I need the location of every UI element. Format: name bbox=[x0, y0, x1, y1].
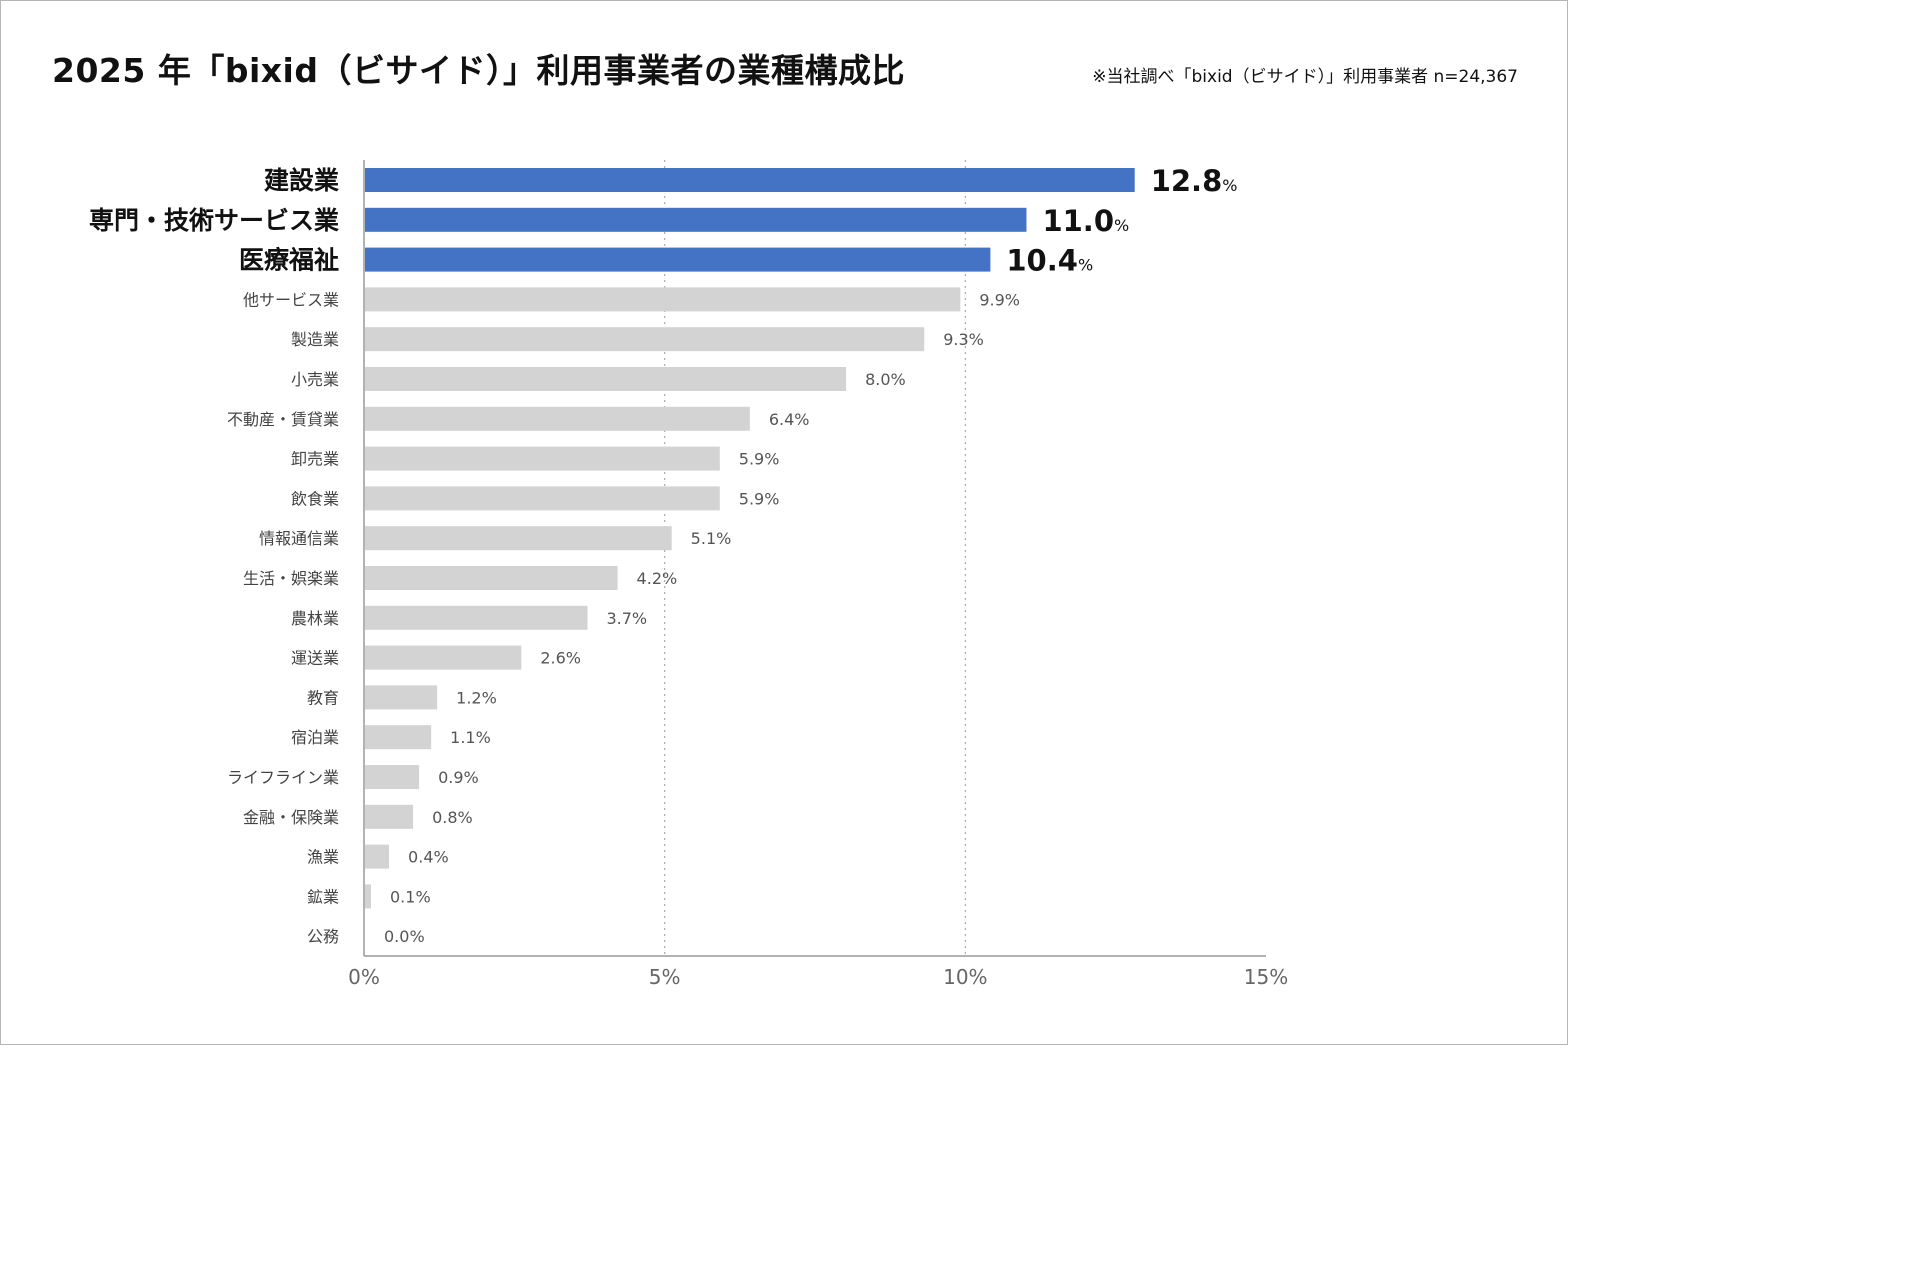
category-label: 不動産・賃貸業 bbox=[227, 410, 339, 429]
category-label: 運送業 bbox=[291, 649, 339, 668]
value-label: 5.1% bbox=[691, 529, 732, 548]
value-label: 9.3% bbox=[943, 330, 984, 349]
category-label: 漁業 bbox=[307, 848, 339, 867]
bar bbox=[365, 685, 438, 710]
category-label: 飲食業 bbox=[291, 489, 339, 508]
category-label: 専門・技術サービス業 bbox=[89, 206, 339, 235]
bar bbox=[365, 566, 618, 590]
value-label: 2.6% bbox=[540, 649, 581, 668]
value-label: 0.9% bbox=[438, 768, 479, 787]
value-label: 0.0% bbox=[384, 927, 425, 946]
value-label: 10.4% bbox=[1006, 244, 1093, 278]
bar bbox=[365, 168, 1135, 192]
value-label: 3.7% bbox=[606, 609, 647, 628]
value-label: 11.0% bbox=[1042, 204, 1129, 238]
chart-frame bbox=[0, 0, 1568, 1045]
category-label: 建設業 bbox=[264, 166, 339, 195]
bar-chart: 0% 5% 10% 15% 建設業 12.8% 専門・技術サービス業 11.0% 医療福祉 10.… bbox=[89, 160, 1288, 989]
value-label: 0.4% bbox=[408, 848, 449, 867]
bar bbox=[365, 207, 1027, 232]
source-note: ※当社調べ「bixid（ビサイド）」利用事業者 n=24,367 bbox=[1092, 67, 1518, 87]
category-label: 農林業 bbox=[291, 609, 339, 628]
category-label: 製造業 bbox=[291, 330, 339, 349]
category-label: 医療福祉 bbox=[239, 246, 339, 275]
bar bbox=[365, 526, 672, 551]
bar bbox=[365, 844, 390, 869]
category-label: 生活・娯楽業 bbox=[243, 569, 339, 588]
x-tick-label: 15% bbox=[1244, 965, 1288, 989]
bar bbox=[365, 247, 991, 272]
value-label: 12.8% bbox=[1151, 164, 1238, 198]
category-label: 公務 bbox=[307, 927, 339, 946]
bar bbox=[365, 287, 961, 312]
category-label: 金融・保険業 bbox=[243, 808, 339, 827]
x-tick-label: 5% bbox=[649, 965, 681, 989]
category-label: 宿泊業 bbox=[291, 728, 339, 747]
bar bbox=[365, 804, 414, 829]
bar bbox=[365, 406, 750, 431]
category-label: 鉱業 bbox=[307, 887, 339, 906]
value-label: 5.9% bbox=[739, 450, 780, 469]
category-label: 情報通信業 bbox=[259, 529, 339, 548]
value-label: 0.8% bbox=[432, 808, 473, 827]
x-tick-label: 10% bbox=[943, 965, 987, 989]
bar bbox=[365, 367, 847, 391]
category-label: 教育 bbox=[307, 688, 339, 707]
x-tick-label: 0% bbox=[348, 965, 380, 989]
bar bbox=[365, 486, 720, 511]
bar bbox=[365, 327, 925, 352]
value-label: 0.1% bbox=[390, 887, 431, 906]
value-label: 4.2% bbox=[637, 569, 678, 588]
bar bbox=[365, 884, 372, 909]
bar bbox=[365, 446, 720, 471]
value-label: 6.4% bbox=[769, 410, 810, 429]
bar bbox=[365, 645, 522, 670]
value-label: 1.2% bbox=[456, 688, 497, 707]
value-label: 8.0% bbox=[865, 370, 906, 389]
bar bbox=[365, 605, 588, 630]
chart-title: 2025 年「bixid（ビサイド）」利用事業者の業種構成比 bbox=[52, 51, 905, 90]
value-label: 5.9% bbox=[739, 489, 780, 508]
value-label: 9.9% bbox=[979, 290, 1020, 309]
category-label: 小売業 bbox=[291, 370, 339, 389]
value-label: 1.1% bbox=[450, 728, 491, 747]
category-label: 卸売業 bbox=[291, 450, 339, 469]
category-label: 他サービス業 bbox=[243, 290, 339, 309]
category-label: ライフライン業 bbox=[227, 768, 339, 787]
bar bbox=[365, 725, 432, 750]
bar bbox=[365, 765, 420, 789]
